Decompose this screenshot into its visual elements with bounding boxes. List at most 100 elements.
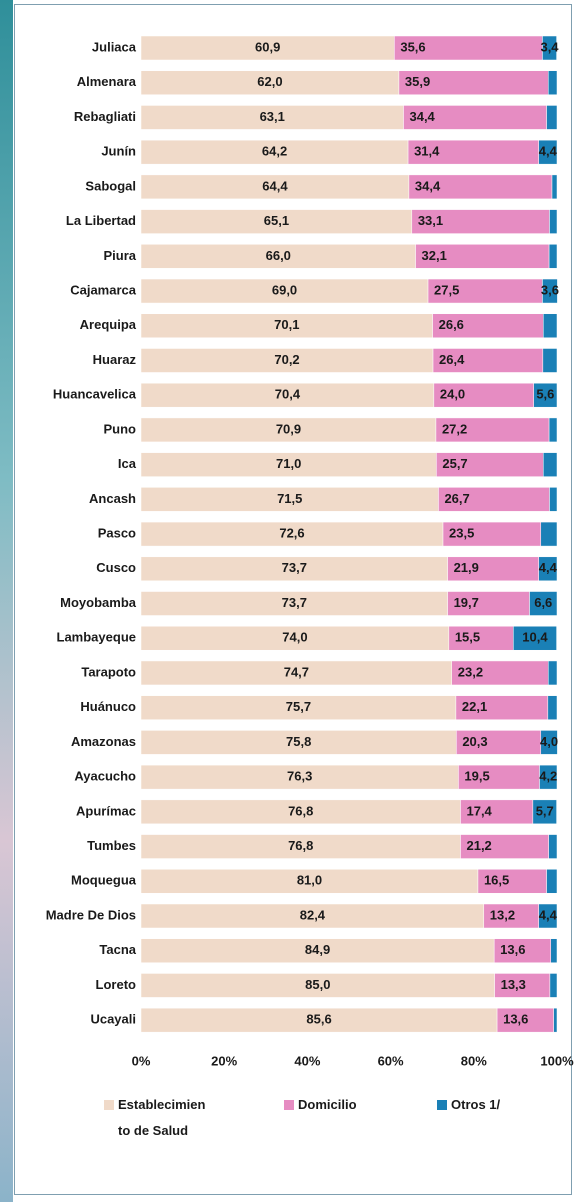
bar-segment bbox=[140, 139, 409, 165]
value-label: 21,9 bbox=[454, 560, 479, 575]
bar-segment bbox=[460, 834, 549, 859]
value-label: 70,9 bbox=[276, 421, 301, 436]
value-label: 27,5 bbox=[434, 282, 459, 297]
bar-segment bbox=[140, 244, 416, 269]
value-label: 34,4 bbox=[409, 109, 435, 124]
bar-segment bbox=[551, 174, 558, 200]
category-label: Ucayali bbox=[90, 1012, 136, 1027]
value-label: 73,7 bbox=[282, 595, 307, 610]
bar-segment bbox=[543, 313, 558, 339]
bar-segment bbox=[407, 139, 539, 165]
value-label: 3,4 bbox=[540, 39, 559, 54]
category-label: Moquegua bbox=[71, 873, 137, 888]
value-label: 64,2 bbox=[262, 144, 287, 159]
bar-segment bbox=[140, 938, 495, 963]
category-label: Junín bbox=[101, 144, 136, 159]
bar-segment bbox=[140, 591, 448, 616]
value-label: 71,5 bbox=[277, 491, 302, 506]
bar-segment bbox=[549, 209, 558, 234]
bar-segment bbox=[427, 278, 543, 304]
category-label: Puno bbox=[104, 421, 137, 436]
bar-segment bbox=[548, 660, 558, 686]
x-tick-label: 100% bbox=[540, 1053, 574, 1068]
bar-segment bbox=[140, 660, 453, 686]
value-label: 22,1 bbox=[462, 699, 487, 714]
value-label: 84,9 bbox=[305, 942, 330, 957]
bar-segment bbox=[140, 730, 457, 755]
value-label: 4,2 bbox=[539, 769, 557, 784]
bar-segment bbox=[538, 556, 558, 582]
value-label: 76,8 bbox=[288, 838, 313, 853]
bar-segment bbox=[529, 591, 558, 616]
value-label: 23,5 bbox=[449, 526, 474, 541]
bar-segment bbox=[140, 487, 439, 512]
value-label: 16,5 bbox=[484, 873, 509, 888]
category-label: Ica bbox=[118, 456, 137, 471]
value-label: 20,3 bbox=[462, 734, 487, 749]
bar-segment bbox=[542, 348, 558, 373]
category-label: Loreto bbox=[96, 977, 137, 992]
bar-segment bbox=[140, 521, 444, 547]
bar-segment bbox=[140, 903, 485, 929]
bar-segment bbox=[403, 105, 547, 130]
bar-segment bbox=[140, 278, 429, 304]
category-label: Piura bbox=[103, 248, 136, 263]
legend-label: Establecimien to de Salud bbox=[118, 1097, 206, 1138]
bar-segment bbox=[546, 105, 558, 130]
value-label: 26,6 bbox=[439, 317, 464, 332]
bar-segment bbox=[140, 209, 413, 234]
value-label: 70,4 bbox=[275, 387, 301, 402]
bar-segment bbox=[432, 313, 544, 339]
value-label: 74,0 bbox=[282, 630, 307, 645]
category-label: Moyobamba bbox=[60, 595, 137, 610]
bar-segment bbox=[140, 695, 457, 720]
bar-segment bbox=[415, 244, 550, 269]
bar-segment bbox=[548, 244, 558, 269]
category-label: Huancavelica bbox=[53, 387, 137, 402]
category-label: Madre De Dios bbox=[46, 907, 136, 922]
value-label: 65,1 bbox=[264, 213, 289, 228]
bar-segment bbox=[547, 695, 558, 720]
bar-segment bbox=[548, 70, 558, 95]
value-label: 75,7 bbox=[286, 699, 311, 714]
value-label: 76,8 bbox=[288, 803, 313, 818]
category-label: Cajamarca bbox=[70, 282, 137, 297]
bar-segment bbox=[140, 417, 437, 443]
category-label: Almenara bbox=[77, 74, 137, 89]
bar-segment bbox=[546, 869, 558, 894]
bar-segment bbox=[513, 625, 557, 651]
legend-label: Otros 1/ bbox=[451, 1097, 501, 1112]
value-label: 82,4 bbox=[300, 907, 326, 922]
bar-segment bbox=[408, 174, 553, 200]
value-label: 32,1 bbox=[422, 248, 447, 263]
legend-item: Otros 1/ bbox=[437, 1092, 557, 1118]
value-label: 81,0 bbox=[297, 873, 322, 888]
value-label: 70,1 bbox=[274, 317, 299, 332]
value-label: 76,3 bbox=[287, 769, 312, 784]
legend-item: Domicilio bbox=[284, 1092, 404, 1118]
value-label: 5,6 bbox=[536, 387, 554, 402]
value-label: 3,6 bbox=[541, 282, 559, 297]
bar-segment bbox=[550, 938, 558, 963]
bar-segment bbox=[394, 35, 543, 61]
legend-swatch bbox=[284, 1100, 294, 1110]
value-label: 72,6 bbox=[279, 526, 304, 541]
chart-frame bbox=[14, 4, 572, 1195]
value-label: 4,4 bbox=[539, 560, 558, 575]
bar-segment bbox=[442, 521, 542, 547]
category-label: Tacna bbox=[99, 942, 136, 957]
value-label: 21,2 bbox=[466, 838, 491, 853]
bar-segment bbox=[539, 764, 558, 790]
bar-segment bbox=[533, 382, 558, 408]
value-label: 64,4 bbox=[262, 178, 288, 193]
bar-segment bbox=[540, 730, 558, 755]
bar-segment bbox=[532, 799, 557, 825]
category-label: Tarapoto bbox=[81, 664, 136, 679]
bar-segment bbox=[451, 660, 549, 686]
value-label: 13,2 bbox=[490, 907, 515, 922]
legend-item: Establecimien to de Salud bbox=[104, 1092, 216, 1144]
value-label: 19,5 bbox=[464, 769, 489, 784]
value-label: 71,0 bbox=[276, 456, 301, 471]
bar-segment bbox=[553, 1007, 558, 1033]
